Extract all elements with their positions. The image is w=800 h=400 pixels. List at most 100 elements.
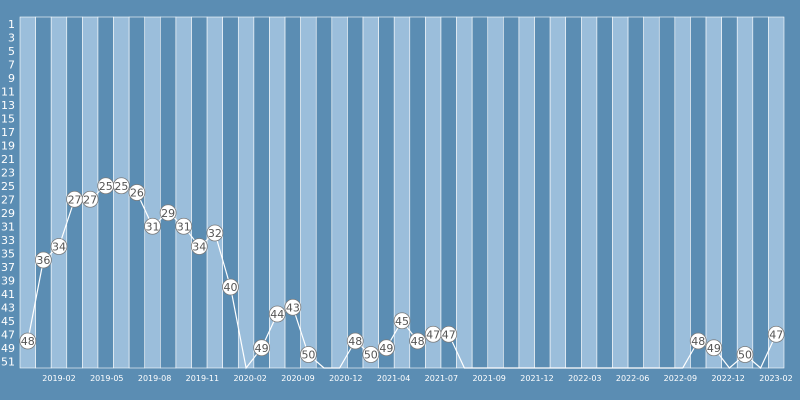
y-tick-label: 33: [1, 234, 15, 247]
point-marker: [689, 332, 707, 350]
data-point: 47: [424, 325, 442, 343]
point-marker: [705, 339, 723, 357]
point-marker: [159, 204, 177, 222]
column-band: [331, 16, 348, 369]
point-label: 29: [161, 207, 175, 220]
data-point: 31: [175, 217, 193, 235]
data-point: 32: [206, 224, 224, 242]
x-tick-label: 2021-09: [472, 374, 505, 383]
column-band: [347, 16, 364, 369]
data-point: 47: [767, 325, 785, 343]
y-tick-label: 25: [1, 180, 15, 193]
point-label: 34: [192, 241, 206, 254]
x-tick-label: 2022-06: [616, 374, 649, 383]
data-point: 26: [128, 184, 146, 201]
data-point: 49: [705, 339, 723, 357]
column-band: [721, 16, 738, 369]
point-marker: [362, 346, 380, 363]
point-marker: [268, 305, 286, 323]
column-band: [237, 16, 255, 369]
y-tick-label: 7: [8, 58, 15, 71]
data-point: 50: [736, 346, 754, 363]
point-marker: [50, 238, 68, 255]
point-marker: [222, 278, 239, 296]
data-point: 49: [378, 339, 395, 357]
data-point: 50: [300, 346, 317, 363]
point-marker: [409, 332, 426, 350]
column-band: [253, 16, 270, 369]
data-point: 27: [81, 190, 99, 208]
point-label: 49: [379, 342, 393, 355]
column-band: [362, 16, 379, 369]
x-tick-label: 2019-05: [90, 374, 123, 383]
point-label: 49: [255, 342, 269, 355]
point-marker: [128, 184, 146, 201]
point-marker: [34, 251, 52, 269]
point-label: 48: [21, 335, 35, 348]
x-tick-label: 2019-11: [186, 374, 219, 383]
x-tick-label: 2022-03: [568, 374, 601, 383]
point-marker: [378, 339, 395, 357]
data-point: 25: [112, 177, 130, 195]
point-label: 31: [177, 220, 191, 233]
y-tick-label: 11: [1, 85, 15, 98]
column-band: [690, 16, 707, 369]
point-label: 27: [68, 193, 82, 206]
y-tick-label: 35: [1, 247, 15, 260]
y-tick-label: 15: [1, 112, 15, 125]
column-band: [503, 16, 520, 369]
y-tick-label: 29: [1, 207, 15, 220]
column-band: [300, 16, 317, 369]
column-band: [705, 16, 722, 369]
point-marker: [393, 312, 411, 330]
column-band: [409, 16, 426, 369]
column-band: [596, 16, 613, 369]
point-label: 48: [691, 335, 705, 348]
y-tick-label: 27: [1, 193, 15, 206]
column-band: [378, 16, 395, 369]
point-label: 47: [426, 328, 440, 341]
point-label: 50: [738, 349, 752, 362]
column-band: [425, 16, 442, 369]
point-marker: [440, 325, 458, 343]
column-band: [549, 16, 567, 369]
point-label: 40: [223, 281, 237, 294]
y-tick-label: 41: [1, 288, 15, 301]
data-point: 49: [253, 339, 271, 357]
y-tick-label: 37: [1, 261, 15, 274]
y-tick-label: 51: [1, 355, 15, 368]
data-point: 48: [689, 332, 707, 350]
point-label: 50: [364, 349, 378, 362]
column-band: [518, 16, 535, 369]
column-band: [175, 16, 192, 369]
y-tick-label: 31: [1, 220, 15, 233]
column-band: [627, 16, 644, 369]
point-label: 50: [301, 349, 315, 362]
point-marker: [112, 177, 130, 195]
point-label: 49: [707, 342, 721, 355]
column-band: [674, 16, 691, 369]
point-label: 44: [270, 308, 284, 321]
column-band: [534, 16, 551, 369]
x-tick-label: 2021-04: [377, 374, 410, 383]
y-tick-label: 3: [8, 31, 15, 44]
data-point: 40: [222, 278, 239, 296]
data-point: 44: [268, 305, 286, 323]
x-tick-label: 2019-02: [42, 374, 75, 383]
column-band: [456, 16, 473, 369]
y-axis: 1357911131517192123252729313335373941434…: [1, 18, 15, 369]
point-marker: [190, 238, 208, 255]
point-label: 43: [286, 301, 300, 314]
point-marker: [253, 339, 271, 357]
x-tick-label: 2020-12: [329, 374, 362, 383]
column-band: [658, 16, 676, 369]
x-tick-label: 2022-09: [664, 374, 697, 383]
data-point: 36: [34, 251, 52, 269]
point-label: 27: [83, 193, 97, 206]
y-tick-label: 23: [1, 166, 15, 179]
x-tick-label: 2021-12: [520, 374, 553, 383]
y-tick-label: 5: [8, 45, 15, 58]
x-tick-label: 2021-07: [425, 374, 458, 383]
data-point: 29: [159, 204, 177, 222]
